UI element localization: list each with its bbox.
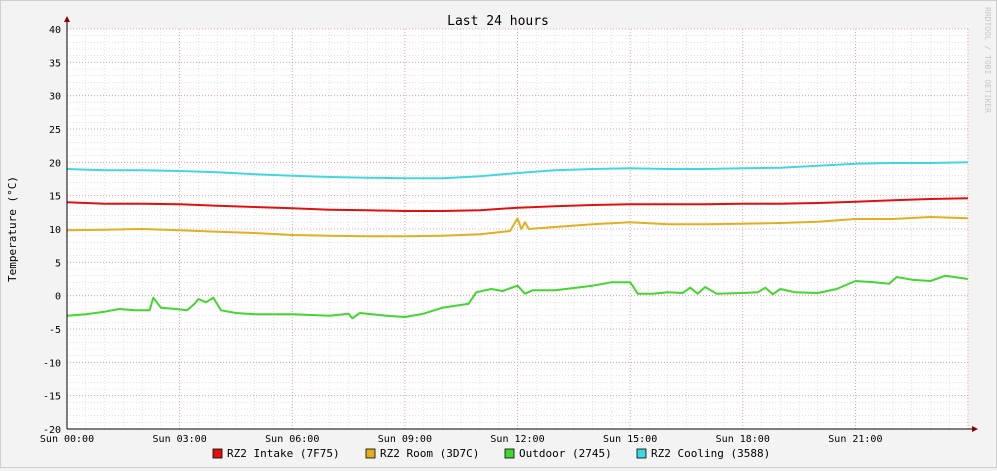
- y-axis-arrow: [64, 16, 70, 22]
- y-tick-label: 40: [49, 25, 61, 36]
- series-line-0: [66, 197, 969, 212]
- watermark: RRDTOOL / TOBI OETIKER: [983, 7, 992, 113]
- series-line-2: [66, 274, 969, 320]
- legend-label: Outdoor (2745): [519, 447, 612, 460]
- legend-label: RZ2 Room (3D7C): [380, 447, 479, 460]
- legend: RZ2 Intake (7F75) RZ2 Room (3D7C) Outdoor …: [212, 447, 770, 460]
- chart-title: Last 24 hours: [447, 14, 549, 29]
- x-tick-label: Sun 06:00: [265, 434, 319, 445]
- y-tick-label: 10: [49, 225, 61, 236]
- y-tick-label: 15: [49, 192, 61, 203]
- y-tick-labels: 40 35 30 25 20 15 10 5 0 -5 -10 -15 -20: [43, 25, 61, 436]
- series-layer: [66, 161, 969, 320]
- x-tick-label: Sun 09:00: [378, 434, 432, 445]
- y-tick-label: 5: [55, 258, 61, 269]
- y-tick-label: 0: [55, 292, 61, 303]
- legend-label: RZ2 Intake (7F75): [227, 447, 340, 460]
- series-line-3: [66, 161, 969, 180]
- y-tick-label: 20: [49, 158, 61, 169]
- x-tick-label: Sun 12:00: [490, 434, 544, 445]
- y-tick-label: 25: [49, 125, 61, 136]
- x-axis-arrow: [972, 426, 978, 432]
- legend-swatch: [365, 448, 376, 459]
- axes: [64, 16, 978, 432]
- x-tick-labels: Sun 00:00 Sun 03:00 Sun 06:00 Sun 09:00 Sun …: [40, 434, 883, 445]
- x-tick-label: Sun 15:00: [603, 434, 657, 445]
- y-tick-label: -5: [49, 325, 61, 336]
- y-tick-label: -10: [43, 358, 61, 369]
- x-tick-label: Sun 00:00: [40, 434, 94, 445]
- y-tick-label: 35: [49, 58, 61, 69]
- major-grid: [66, 28, 969, 430]
- x-tick-label: Sun 18:00: [716, 434, 770, 445]
- legend-swatch: [504, 448, 515, 459]
- legend-swatch: [636, 448, 647, 459]
- y-tick-label: -15: [43, 392, 61, 403]
- x-tick-label: Sun 03:00: [153, 434, 207, 445]
- legend-label: RZ2 Cooling (3588): [651, 447, 770, 460]
- y-axis-label: Temperature (°C): [6, 176, 19, 282]
- series-line-1: [66, 216, 969, 238]
- y-tick-label: 30: [49, 92, 61, 103]
- x-tick-label: Sun 21:00: [828, 434, 882, 445]
- legend-swatch: [212, 448, 223, 459]
- y-tick-label: -20: [43, 425, 61, 436]
